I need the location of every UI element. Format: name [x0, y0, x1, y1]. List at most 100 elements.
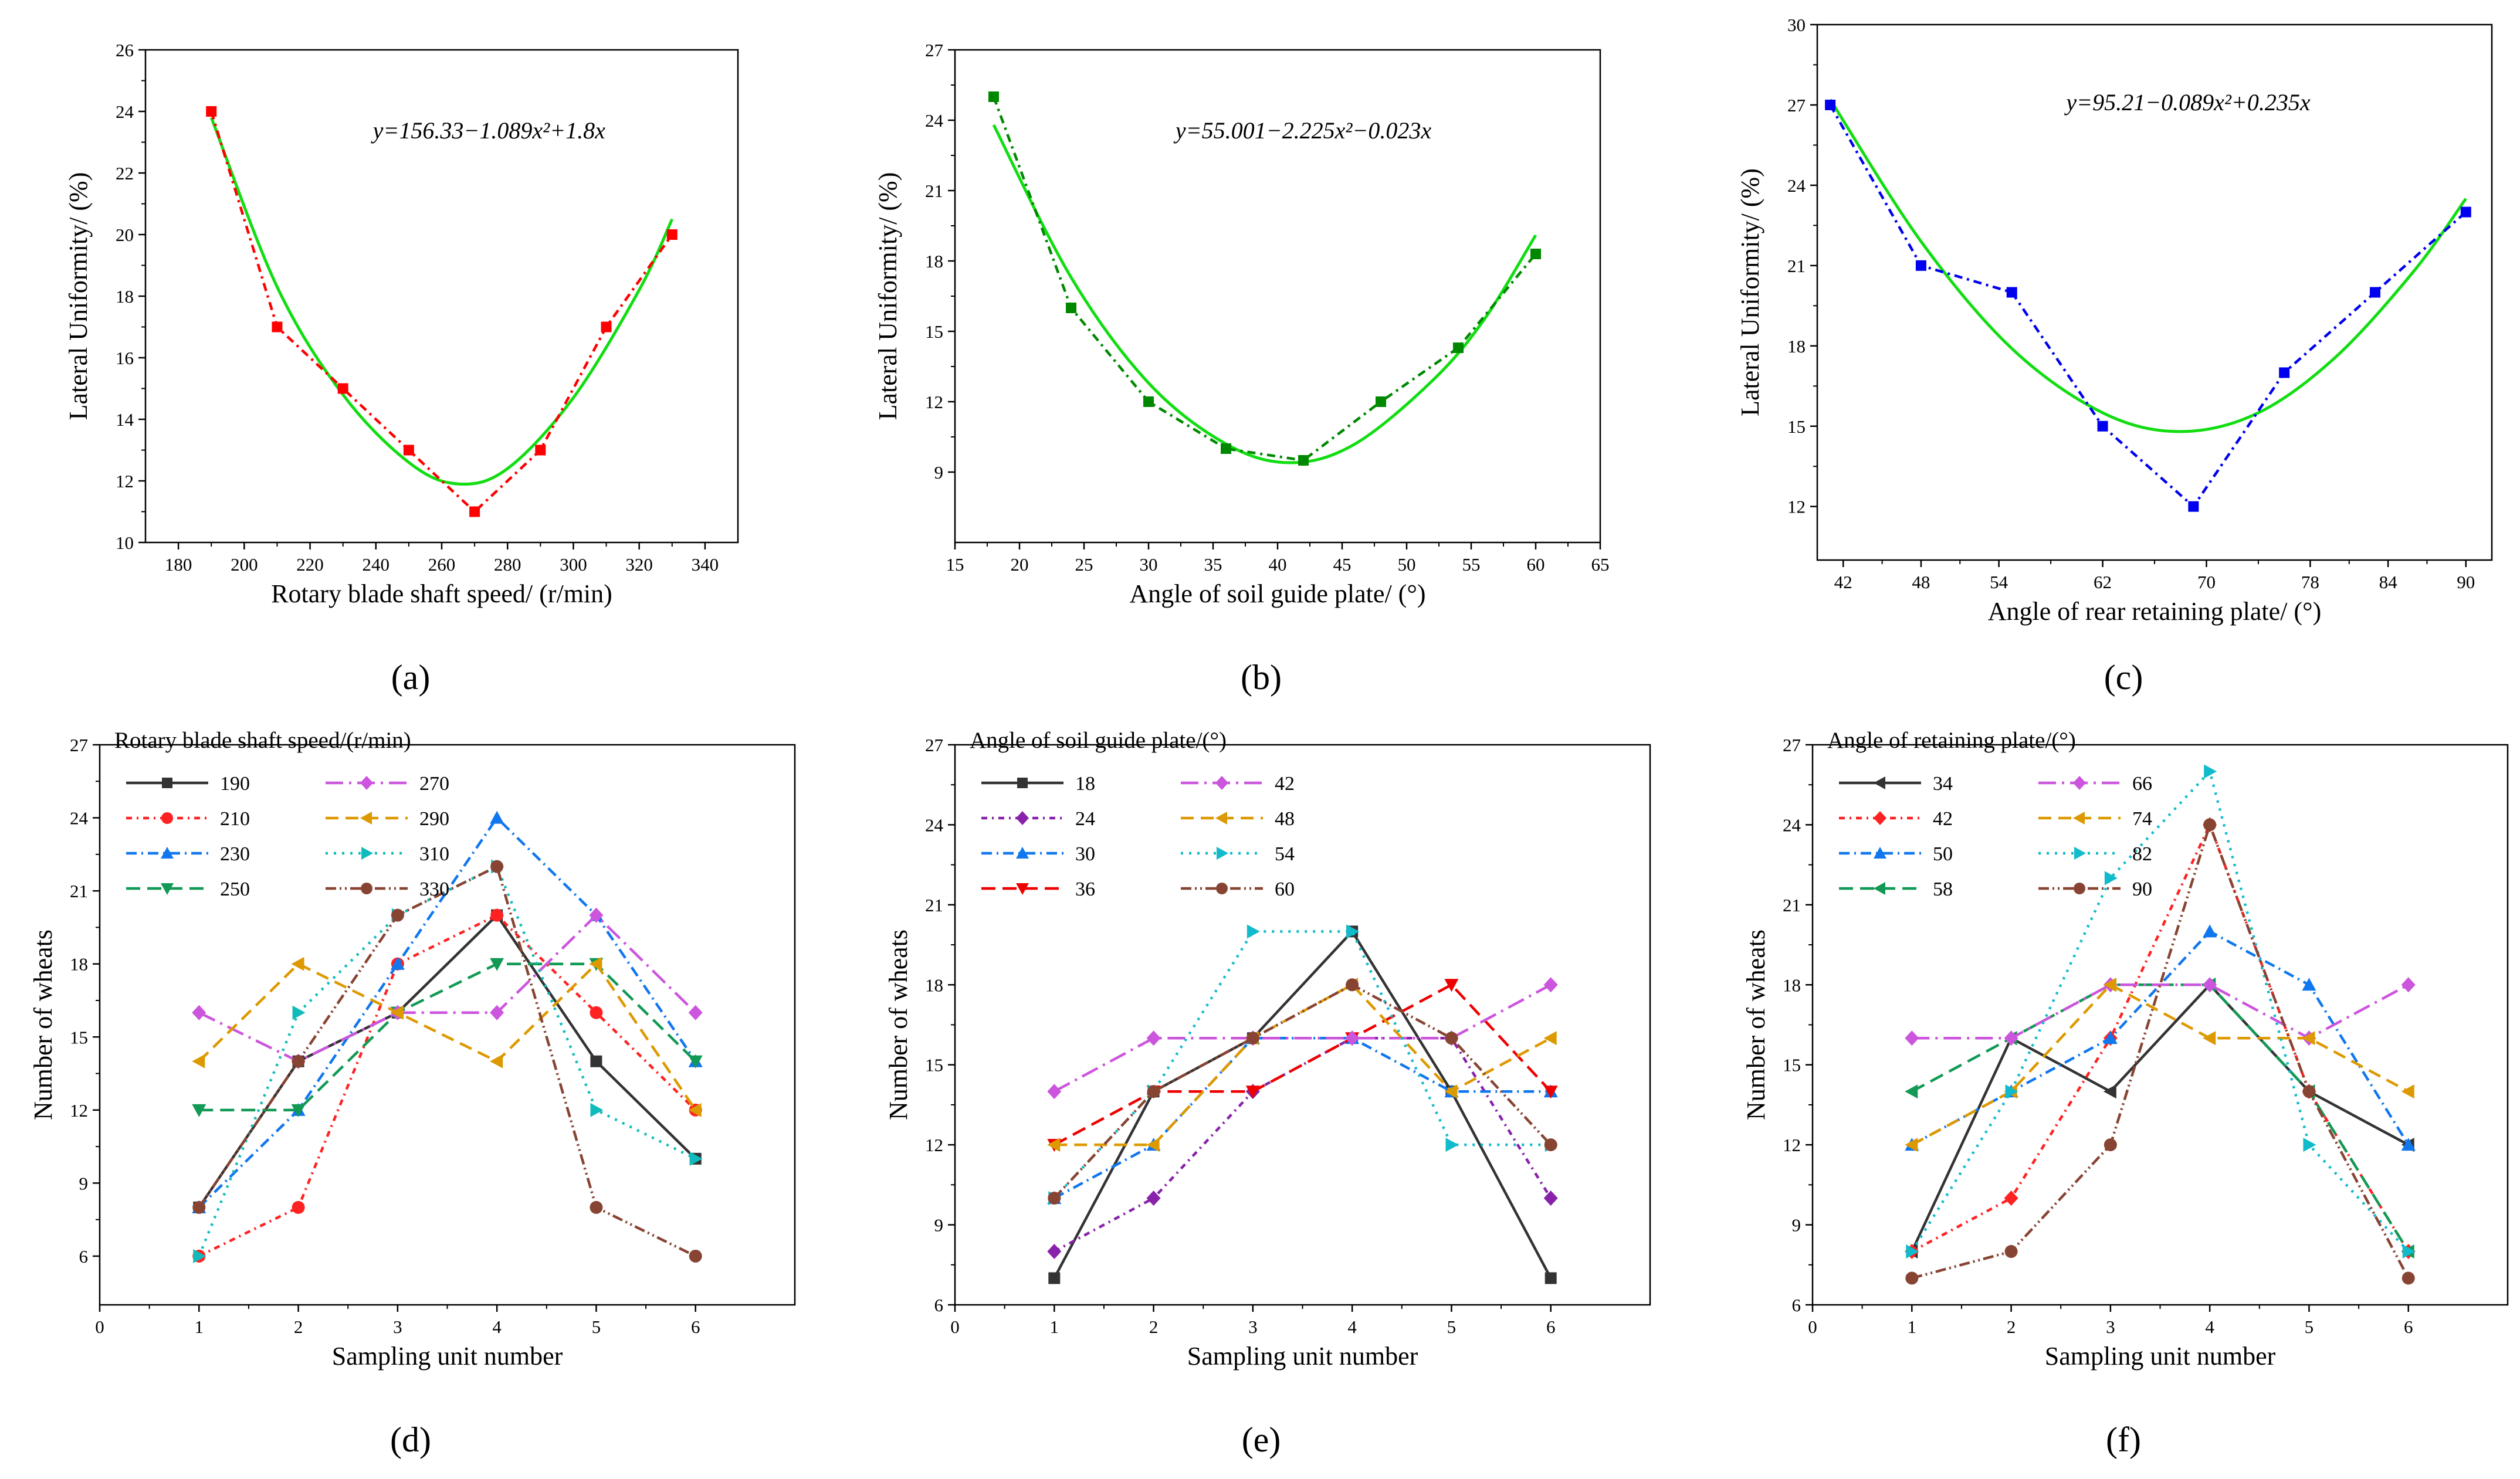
y-axis-label: Lateral Uniformity/ (%): [873, 172, 902, 420]
y-tick-label: 18: [70, 954, 88, 975]
series-point-330: [490, 860, 504, 873]
x-tick-label: 35: [1204, 554, 1222, 575]
legend-entry-label: 36: [1075, 878, 1095, 900]
measured-point: [469, 506, 480, 517]
x-axis-label: Angle of rear retaining plate/ (°): [1988, 597, 2322, 626]
legend-entry-label: 18: [1075, 773, 1095, 795]
x-tick-label: 6: [691, 1317, 700, 1337]
legend-entry-label: 42: [1933, 808, 1953, 830]
x-tick-label: 320: [625, 554, 653, 575]
series-point-270: [490, 1005, 504, 1020]
series-point-210: [292, 1200, 305, 1214]
y-axis-label: Lateral Uniformity/ (%): [1736, 168, 1764, 416]
legend-swatch-marker: [1215, 776, 1228, 790]
series-point-66: [2004, 1030, 2018, 1046]
legend-swatch-marker: [1016, 847, 1029, 859]
series-point-330: [292, 1054, 305, 1068]
y-tick-label: 24: [925, 815, 944, 835]
y-tick-label: 18: [116, 286, 134, 307]
y-tick-label: 27: [925, 735, 943, 755]
legend-entry-label: 66: [2132, 773, 2152, 795]
x-tick-label: 60: [1527, 554, 1545, 575]
measured-point: [1825, 99, 1836, 110]
series-point-270: [192, 1005, 206, 1020]
legend-swatch-marker: [1874, 811, 1886, 825]
series-point-190: [590, 1055, 602, 1067]
y-tick-label: 24: [1783, 815, 1801, 835]
x-tick-label: 0: [95, 1317, 104, 1337]
series-point-82: [1906, 1244, 1919, 1259]
series-point-74: [2203, 1031, 2216, 1046]
fit-equation: y=156.33−1.089x²+1.8x: [371, 117, 605, 144]
series-point-60: [1147, 1085, 1160, 1098]
x-axis-label: Sampling unit number: [332, 1342, 563, 1371]
y-tick-label: 9: [934, 462, 944, 483]
series-point-66: [1905, 1030, 1919, 1046]
series-line-270: [198, 913, 697, 1063]
y-tick-label: 16: [116, 348, 134, 368]
x-tick-label: 62: [2094, 572, 2112, 592]
y-tick-label: 10: [116, 532, 134, 553]
y-tick-label: 15: [925, 321, 943, 342]
plot-frame: [954, 744, 1651, 1306]
series-point-36: [1245, 1085, 1260, 1099]
series-point-54: [1247, 924, 1260, 939]
y-tick-label: 12: [925, 1135, 943, 1155]
x-tick-label: 340: [692, 554, 719, 575]
legend-swatch-marker: [1215, 812, 1227, 825]
x-tick-label: 300: [560, 554, 587, 575]
legend-swatch-marker: [1874, 882, 1885, 895]
legend-swatch-marker: [1216, 883, 1228, 894]
y-tick-label: 12: [70, 1100, 88, 1121]
measured-point: [2279, 367, 2290, 378]
legend-entry-label: 290: [419, 808, 449, 830]
y-tick-label: 18: [1787, 336, 1806, 357]
legend-entry-label: 42: [1275, 773, 1295, 795]
legend-entry-label: 330: [419, 878, 449, 900]
y-tick-label: 21: [1783, 895, 1801, 915]
x-tick-label: 180: [165, 554, 192, 575]
panel-label-a: (a): [391, 658, 431, 697]
series-point-82: [2402, 1244, 2416, 1259]
legend-entry-label: 90: [2132, 878, 2152, 900]
y-tick-label: 27: [1787, 95, 1806, 116]
panel-label-c: (c): [2104, 658, 2143, 697]
series-point-250: [688, 1055, 703, 1068]
series-point-74: [2103, 978, 2116, 992]
series-line-66: [1912, 983, 2409, 1040]
measured-point: [535, 445, 546, 456]
series-point-24: [1543, 1190, 1558, 1206]
y-tick-label: 12: [1783, 1135, 1801, 1155]
x-tick-label: 1: [195, 1317, 204, 1337]
chart-panel-a: 180 200 220 240 260 280 300 320 340 10 12 14 16 18 20 2…: [64, 40, 739, 608]
series-point-48: [1543, 1031, 1557, 1046]
series-point-50: [2103, 1031, 2118, 1044]
x-tick-label: 55: [1462, 554, 1481, 575]
measured-point: [403, 445, 414, 456]
legend-title: Angle of retaining plate/(°): [1827, 728, 2076, 753]
chart-panel-b: 15 20 25 30 35 40 45 50 55 60 65 9 12 15 18 21 24 27 Angle…: [873, 40, 1610, 608]
fit-curve: [1829, 99, 2467, 433]
x-tick-label: 70: [2197, 572, 2216, 592]
legend-swatch-marker: [2073, 776, 2086, 790]
series-point-230: [390, 956, 405, 970]
y-tick-label: 12: [1787, 497, 1806, 517]
legend-entry-label: 30: [1075, 843, 1095, 865]
legend-entry-label: 60: [1275, 878, 1295, 900]
series-point-310: [292, 1005, 306, 1020]
series-line-190: [198, 913, 697, 1209]
series-line-48: [1054, 983, 1552, 1146]
series-point-42: [1047, 1084, 1062, 1100]
legend-swatch-marker: [1016, 811, 1029, 825]
series-line-24: [1054, 1036, 1552, 1253]
x-tick-label: 54: [1990, 572, 2008, 592]
series-point-60: [1346, 978, 1359, 992]
series-point-48: [1444, 1084, 1458, 1099]
series-line-42: [1911, 821, 2410, 1253]
y-tick-label: 6: [79, 1246, 89, 1267]
measured-point: [1376, 396, 1386, 407]
legend-entry-label: 34: [1933, 773, 1953, 795]
x-tick-label: 200: [231, 554, 258, 575]
y-tick-label: 18: [925, 251, 943, 272]
